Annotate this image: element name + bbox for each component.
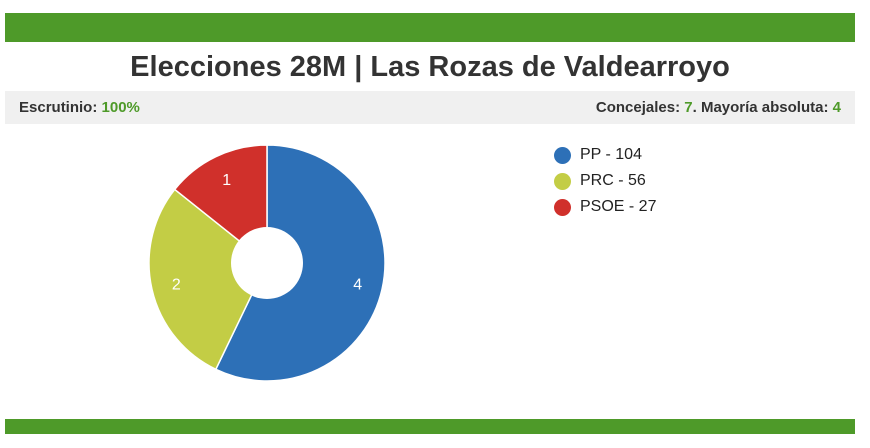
legend-item-psoe[interactable]: PSOE - 27 xyxy=(554,194,656,220)
top-green-bar xyxy=(5,13,855,42)
donut-hole xyxy=(231,227,303,299)
slice-psoe xyxy=(173,144,268,265)
mayoria-label: . Mayoría absoluta: xyxy=(692,99,829,116)
bottom-green-bar xyxy=(5,419,855,434)
legend-label: PP - 104 xyxy=(580,146,642,163)
legend-marker xyxy=(554,198,571,216)
slice-prc xyxy=(148,188,268,371)
info-strip: Escrutinio: 100% Concejales: 7. Mayoría … xyxy=(5,91,855,124)
slice-label-pp: 4 xyxy=(353,277,362,294)
escrutinio-value: 100% xyxy=(101,99,140,116)
chart-legend: PP - 104 PRC - 56 PSOE - 27 xyxy=(554,142,656,220)
page-title: Elecciones 28M | Las Rozas de Valdearroy… xyxy=(130,51,730,83)
escrutinio-status: Escrutinio: 100% xyxy=(19,99,140,116)
legend-label: PSOE - 27 xyxy=(580,198,657,215)
legend-item-prc[interactable]: PRC - 56 xyxy=(554,168,656,194)
legend-marker xyxy=(554,146,571,164)
legend-marker xyxy=(554,172,571,190)
donut-chart: 4 2 1 xyxy=(148,144,386,382)
legend-label: PRC - 56 xyxy=(580,172,646,189)
legend-item-pp[interactable]: PP - 104 xyxy=(554,142,656,168)
slice-label-prc: 2 xyxy=(172,277,181,294)
concejales-value: 7 xyxy=(684,99,693,116)
concejales-status: Concejales: 7. Mayoría absoluta: 4 xyxy=(596,99,841,116)
escrutinio-label: Escrutinio: xyxy=(19,99,98,116)
slice-label-psoe: 1 xyxy=(222,172,231,189)
concejales-label: Concejales: xyxy=(595,99,681,116)
mayoria-value: 4 xyxy=(832,99,841,116)
